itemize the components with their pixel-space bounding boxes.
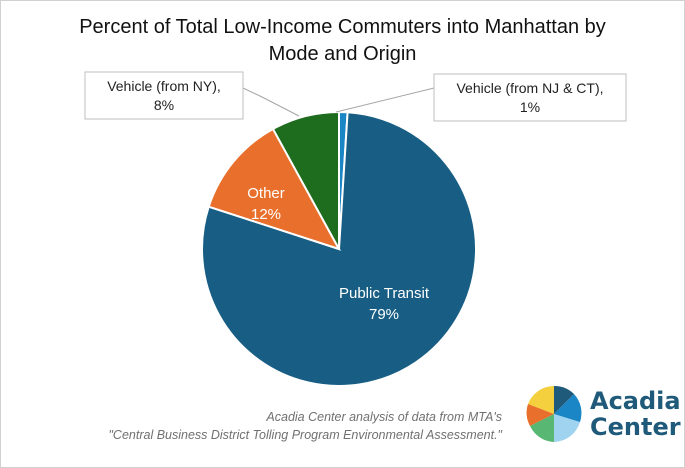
pie-slice-other: [207, 127, 342, 251]
chart-title-line-1: Percent of Total Low-Income Commuters in…: [79, 16, 606, 38]
slice-label-other-value: 12%: [251, 206, 281, 223]
logo-text-line-2: Center: [590, 413, 681, 441]
leader-line-vehicle-nj-ct: [335, 87, 435, 113]
acadia-center-logo: Acadia Center: [520, 382, 681, 448]
chart-title-line-2: Mode and Origin: [268, 43, 417, 65]
source-note: Acadia Center analysis of data from MTA'…: [108, 408, 502, 444]
logo-text-line-1: Acadia: [590, 387, 681, 415]
callout-vehicle-nj-ct-name: Vehicle (from NJ & CT),: [456, 80, 603, 96]
chart-title: Percent of Total Low-Income Commuters in…: [0, 14, 685, 68]
acadia-logo-mark-icon: [526, 385, 582, 442]
slice-label-public-transit-name: Public Transit: [339, 285, 430, 302]
callout-box-vehicle-nj-ct: [433, 73, 627, 122]
source-line-1: Acadia Center analysis of data from MTA'…: [266, 410, 502, 424]
callout-vehicle-ny-name: Vehicle (from NY),: [107, 78, 221, 94]
leader-line-vehicle-ny: [242, 87, 300, 117]
callout-vehicle-ny-value: 8%: [154, 97, 174, 113]
source-line-2: "Central Business District Tolling Progr…: [108, 428, 502, 442]
pie-slice-vehicle-from-ny: [271, 110, 340, 250]
callout-vehicle-nj-ct-value: 1%: [520, 99, 540, 115]
slice-label-other-name: Other: [247, 185, 285, 202]
pie-slices: [201, 110, 477, 387]
callout-box-vehicle-ny: [84, 71, 244, 120]
slice-label-public-transit-value: 79%: [369, 306, 399, 323]
